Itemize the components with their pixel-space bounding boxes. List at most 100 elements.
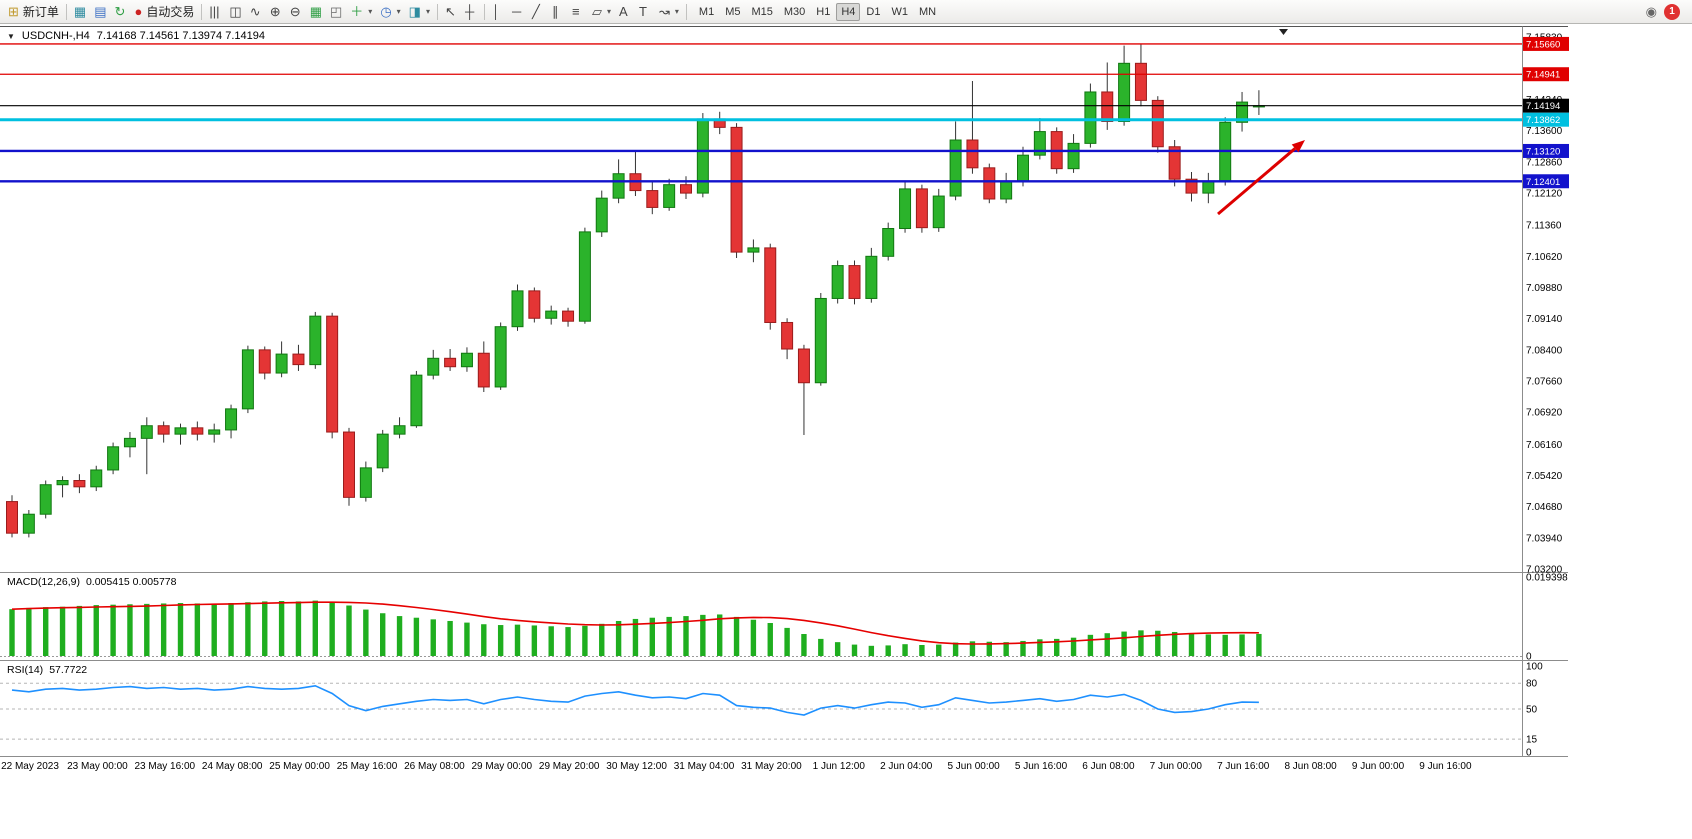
- macd-bar: [1003, 642, 1009, 656]
- macd-bar: [413, 617, 420, 656]
- price-levels[interactable]: 7.15660 7.14941 7.14194 7.13862 7.13120 7.124…: [0, 36, 1569, 189]
- candle-up: [107, 446, 120, 471]
- line-chart-type-button[interactable]: ∿: [246, 2, 266, 22]
- clock-icon: ◷: [380, 4, 392, 19]
- channel-tool-button[interactable]: ∥: [548, 2, 568, 22]
- macd-bar: [497, 625, 504, 656]
- cascade-windows-icon: ◰: [329, 4, 343, 19]
- toolbar-right: ◉ 1: [1645, 3, 1688, 20]
- arrows-icon: ↝: [659, 4, 670, 19]
- notification-badge[interactable]: 1: [1664, 3, 1680, 20]
- svg-text:30 May 12:00: 30 May 12:00: [606, 761, 667, 772]
- label-tool-button[interactable]: T: [635, 2, 655, 22]
- candle-up: [949, 139, 962, 197]
- macd-bar: [952, 642, 959, 656]
- trendline-tool-button[interactable]: ╱: [528, 2, 548, 22]
- macd-bar: [767, 623, 773, 656]
- alert-icon[interactable]: ◉: [1645, 4, 1657, 19]
- autotrading-button[interactable]: ● 自动交易: [131, 2, 199, 22]
- profiles-button[interactable]: ▤: [90, 2, 110, 22]
- svg-text:24 May 08:00: 24 May 08:00: [202, 761, 263, 772]
- timeframe-mn[interactable]: MN: [914, 3, 941, 21]
- refresh-button[interactable]: ↻: [111, 2, 131, 22]
- svg-text:7.05420: 7.05420: [1526, 471, 1563, 482]
- shapes-tool-button[interactable]: ▱ ▾: [588, 2, 615, 22]
- bar-chart-type-button[interactable]: |||: [205, 2, 225, 22]
- macd-bar: [1239, 634, 1245, 656]
- line-chart-icon: ∿: [249, 4, 261, 19]
- toolbar-separator: [685, 3, 687, 20]
- candle-up: [241, 349, 254, 410]
- autotrading-icon: ●: [134, 4, 143, 19]
- tile-windows-button[interactable]: ▦: [306, 2, 326, 22]
- svg-text:7.09880: 7.09880: [1526, 283, 1563, 294]
- svg-text:9 Jun 16:00: 9 Jun 16:00: [1419, 761, 1472, 772]
- price-badge: [1523, 143, 1569, 158]
- timeframe-m30[interactable]: M30: [779, 3, 810, 21]
- candle-up: [460, 352, 473, 368]
- cursor-icon: ↖: [444, 4, 456, 19]
- macd-bar: [430, 619, 436, 656]
- macd-bar: [26, 607, 32, 656]
- macd-bar: [868, 645, 875, 656]
- candle-up: [56, 480, 69, 486]
- svg-text:7.12860: 7.12860: [1526, 157, 1563, 168]
- periods-button[interactable]: ◷ ▾: [376, 2, 404, 22]
- timeframe-h1[interactable]: H1: [811, 3, 835, 21]
- candle-down: [848, 265, 861, 299]
- timeframe-d1[interactable]: D1: [861, 3, 885, 21]
- time-axis[interactable]: 22 May 2023 23 May 00:00 23 May 16:00 24 Ma…: [1, 761, 1472, 772]
- horizontal-line-icon: ─: [511, 4, 522, 19]
- candle-down: [258, 349, 271, 374]
- macd-bar: [1121, 631, 1127, 656]
- macd-label: MACD(12,26,9) 0.005415 0.005778: [7, 576, 176, 588]
- candle-up: [1033, 131, 1046, 156]
- svg-text:7.08400: 7.08400: [1526, 345, 1563, 356]
- svg-text:7.12120: 7.12120: [1526, 189, 1563, 200]
- macd-bar: [127, 604, 133, 656]
- macd-bar: [262, 601, 268, 656]
- crosshair-button[interactable]: ┼: [461, 2, 481, 22]
- svg-text:5 Jun 16:00: 5 Jun 16:00: [1015, 761, 1068, 772]
- candle-up: [359, 467, 372, 498]
- macd-bar: [447, 620, 453, 656]
- candle-down: [343, 431, 355, 498]
- candle-up: [1236, 101, 1249, 123]
- macd-bar: [565, 627, 571, 656]
- macd-bar: [228, 603, 234, 656]
- horizontal-line-tool-button[interactable]: ─: [508, 2, 528, 22]
- macd-bar: [649, 617, 655, 656]
- macd-bar: [295, 601, 302, 656]
- timeframe-m1[interactable]: M1: [694, 3, 719, 21]
- indicators-button[interactable]: ＋ ▾: [346, 2, 376, 22]
- symbol-info: ▼ USDCNH-,H4 7.14168 7.14561 7.13974 7.1…: [7, 30, 265, 42]
- cursor-button[interactable]: ↖: [441, 2, 461, 22]
- cascade-windows-button[interactable]: ◰: [326, 2, 346, 22]
- svg-text:50: 50: [1526, 705, 1538, 716]
- arrow-annotation[interactable]: [1217, 140, 1305, 216]
- macd-bar: [329, 602, 335, 656]
- macd-bar: [481, 624, 487, 656]
- vertical-line-tool-button[interactable]: │: [488, 2, 508, 22]
- timeframe-m15[interactable]: M15: [746, 3, 777, 21]
- svg-text:15: 15: [1526, 735, 1538, 746]
- candle-up: [814, 297, 827, 384]
- text-tool-button[interactable]: A: [615, 2, 635, 22]
- timeframe-w1[interactable]: W1: [886, 3, 913, 21]
- arrows-tool-button[interactable]: ↝ ▾: [655, 2, 683, 22]
- candle-chart-type-button[interactable]: ◫: [225, 2, 245, 22]
- candle-up: [1084, 91, 1097, 144]
- macd-values: 0.005415 0.005778: [85, 576, 177, 588]
- svg-text:7 Jun 16:00: 7 Jun 16:00: [1217, 761, 1270, 772]
- collapse-triangle-icon[interactable]: ▼: [7, 31, 15, 41]
- new-order-button[interactable]: ⊞ 新订单: [4, 2, 63, 22]
- zoom-in-button[interactable]: ⊕: [266, 2, 286, 22]
- charts-button[interactable]: ▦: [70, 2, 90, 22]
- zoom-out-button[interactable]: ⊖: [286, 2, 306, 22]
- timeframe-h4[interactable]: H4: [836, 2, 861, 21]
- fibonacci-tool-button[interactable]: ≡: [568, 2, 588, 22]
- templates-button[interactable]: ◨ ▾: [405, 2, 434, 22]
- price-badge: [1523, 36, 1569, 51]
- timeframe-m5[interactable]: M5: [720, 3, 745, 21]
